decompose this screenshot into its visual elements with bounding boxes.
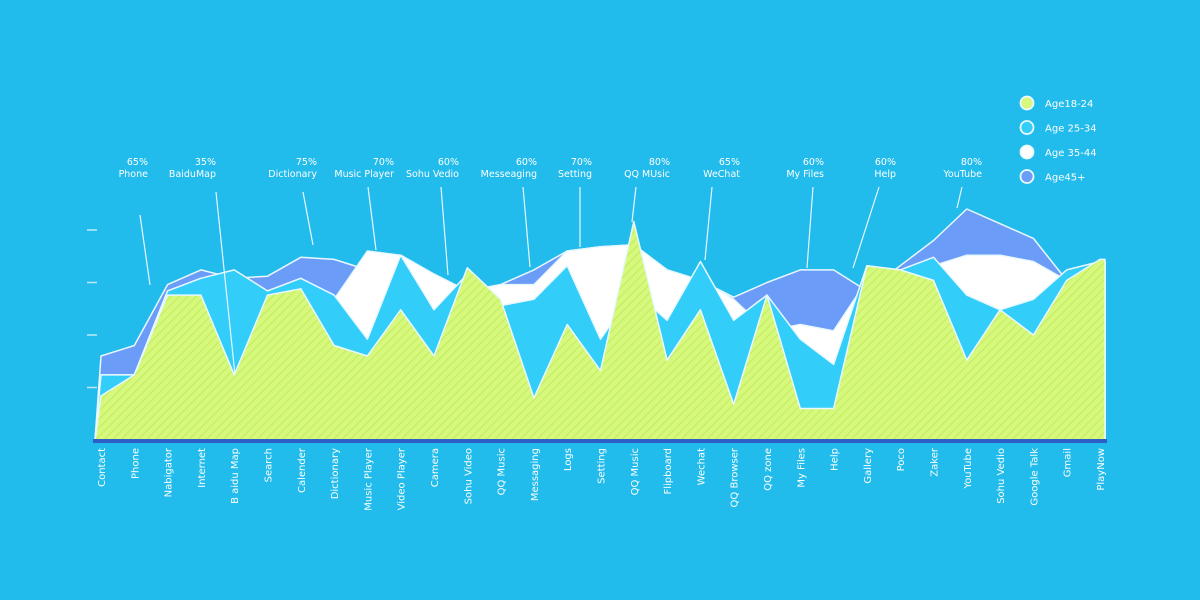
annotation-leader-line xyxy=(956,186,963,209)
x-tick-label: QQ Music xyxy=(630,448,641,495)
annotation-value: 80% xyxy=(961,157,982,168)
annotation-leader-line xyxy=(367,186,377,251)
legend: Age18-24 Age 25-34 Age 35-44 Age45+ xyxy=(1019,95,1097,184)
x-tick-label: Video Player xyxy=(397,447,408,510)
x-tick-label: Phone xyxy=(130,448,141,479)
x-tick-label: QQ Browser xyxy=(730,447,741,507)
x-tick-label: YouTube xyxy=(963,448,974,490)
x-tick-label: Calender xyxy=(297,447,308,493)
x-tick-label: Gallery xyxy=(863,448,874,484)
annotation-leader-line xyxy=(806,186,814,269)
annotation-leader-line xyxy=(440,186,449,276)
annotation-label: WeChat xyxy=(703,169,740,180)
x-tick-label: Camera xyxy=(430,448,441,487)
legend-swatch xyxy=(1019,144,1035,160)
annotation: 65%Phone xyxy=(119,157,151,286)
legend-label: Age 35-44 xyxy=(1045,148,1097,159)
x-tick-label: Sohu Video xyxy=(463,448,474,504)
x-tick-label: Gmail xyxy=(1063,448,1074,477)
annotation-value: 60% xyxy=(803,157,824,168)
x-tick-label: PlayNow xyxy=(1096,448,1107,491)
annotation-label: Setting xyxy=(558,169,592,180)
x-tick-label: Setting xyxy=(597,448,608,484)
x-tick-label: My Files xyxy=(796,448,807,488)
x-tick-label: Dictionary xyxy=(330,448,341,499)
annotation-value: 65% xyxy=(127,157,148,168)
x-tick-label: Internet xyxy=(197,448,208,488)
annotation-value: 60% xyxy=(438,157,459,168)
annotation-leader-line xyxy=(522,186,531,268)
x-tick-label: QQ Music xyxy=(497,448,508,495)
annotation: 70%Setting xyxy=(558,157,592,247)
annotation-label: Phone xyxy=(119,169,149,180)
x-tick-label: Google Talk xyxy=(1029,448,1040,506)
x-tick-label: Search xyxy=(264,448,275,482)
x-tick-label: Messaging xyxy=(530,448,541,501)
annotation-label: Messeaging xyxy=(481,169,537,180)
annotation-label: Help xyxy=(874,169,896,180)
x-axis-baseline xyxy=(93,439,1107,443)
legend-item: Age 25-34 xyxy=(1019,120,1097,135)
annotation: 80%QQ MUsic xyxy=(624,157,670,223)
x-tick-label: Logs xyxy=(563,448,574,471)
annotation-label: Sohu Vedio xyxy=(406,169,459,180)
x-tick-label: QQ zone xyxy=(763,448,774,491)
legend-item: Age18-24 xyxy=(1019,95,1093,111)
annotation-value: 70% xyxy=(571,157,592,168)
x-tick-label: B aidu Map xyxy=(230,448,241,504)
x-tick-label: Poco xyxy=(896,448,907,471)
x-tick-label: Nabigator xyxy=(164,447,175,497)
legend-label: Age45+ xyxy=(1045,173,1085,184)
annotation-value: 80% xyxy=(649,157,670,168)
annotation-label: My Files xyxy=(786,169,824,180)
annotation-value: 60% xyxy=(516,157,537,168)
legend-item: Age45+ xyxy=(1019,169,1085,184)
x-tick-label: Flipboard xyxy=(663,448,674,495)
x-tick-label: Contact xyxy=(97,448,108,487)
annotation-leader-line xyxy=(139,214,151,286)
y-axis-ticks xyxy=(87,229,97,389)
area-age18-24 xyxy=(94,220,1106,441)
annotation-leader-line xyxy=(215,191,236,376)
x-tick-label: Help xyxy=(830,448,841,471)
annotation-label: QQ MUsic xyxy=(624,169,670,180)
x-tick-label: Wechat xyxy=(696,448,707,485)
annotation-label: YouTube xyxy=(942,169,982,180)
annotation: 60%Sohu Vedio xyxy=(406,157,459,276)
annotation-label: Music Player xyxy=(334,169,394,180)
annotation-label: BaiduMap xyxy=(169,169,216,180)
annotation: 65%WeChat xyxy=(703,157,740,261)
annotation-leader-line xyxy=(852,186,880,269)
annotation: 35%BaiduMap xyxy=(169,157,236,376)
annotation: 60%Help xyxy=(852,157,896,269)
annotations: 65%Phone35%BaiduMap75%Dictionary70%Music… xyxy=(119,157,982,376)
annotation-value: 35% xyxy=(195,157,216,168)
annotation-value: 65% xyxy=(719,157,740,168)
annotation-leader-line xyxy=(704,186,713,261)
legend-item: Age 35-44 xyxy=(1019,144,1097,160)
annotation: 75%Dictionary xyxy=(268,157,317,246)
x-tick-label: Sohu Vedio xyxy=(996,448,1007,504)
annotation-leader-line xyxy=(302,191,314,246)
legend-swatch xyxy=(1019,95,1035,111)
annotation: 60%Messeaging xyxy=(481,157,537,268)
annotation-label: Dictionary xyxy=(268,169,317,180)
legend-swatch xyxy=(1019,120,1035,135)
legend-swatch xyxy=(1019,169,1035,184)
x-tick-label: Music Player xyxy=(363,447,374,511)
x-tick-label: Zaker xyxy=(930,447,941,477)
annotation-value: 70% xyxy=(373,157,394,168)
annotation-value: 60% xyxy=(875,157,896,168)
annotation-value: 75% xyxy=(296,157,317,168)
legend-label: Age 25-34 xyxy=(1045,124,1097,135)
legend-label: Age18-24 xyxy=(1045,99,1093,110)
series-areas xyxy=(93,208,1107,443)
annotation: 70%Music Player xyxy=(334,157,394,251)
annotation: 60%My Files xyxy=(786,157,824,269)
annotation: 80%YouTube xyxy=(942,157,982,209)
x-axis-labels: Contact Phone Nabigator Internet B aidu Map S… xyxy=(97,447,1107,511)
annotation-leader-line xyxy=(631,186,637,223)
